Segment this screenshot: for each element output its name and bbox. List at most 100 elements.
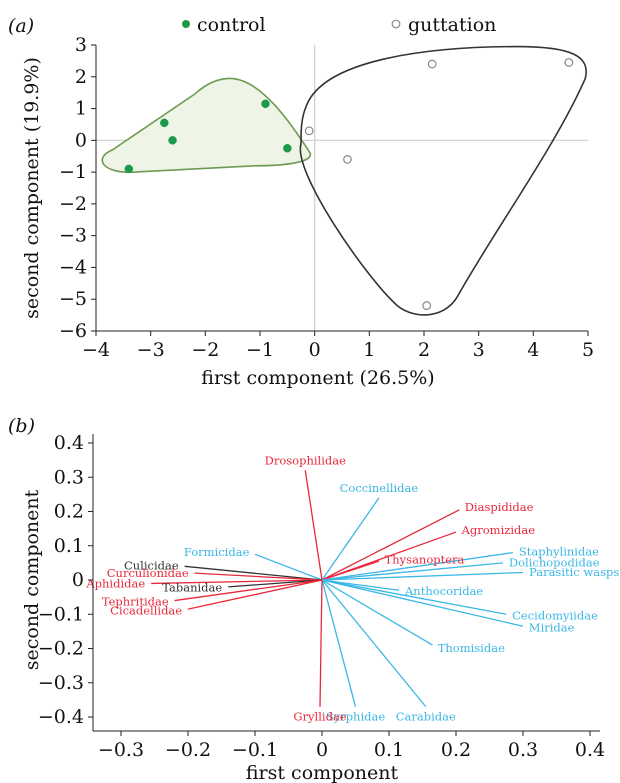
vector-coccinellidae <box>321 497 380 581</box>
vector-cicadellidae <box>187 579 323 610</box>
legend-control-marker <box>182 20 190 28</box>
legend-control-label: control <box>197 14 266 36</box>
panel-b-x-tick-label: 0.3 <box>508 739 538 761</box>
panel-b-y-tick-label: −0.3 <box>38 672 84 694</box>
panel-b-y-tick-label: 0.3 <box>54 466 84 488</box>
vector-label-parasitic-wasps: Parasitic wasps <box>529 565 619 579</box>
panel-a-y-tick-label: −1 <box>59 161 87 183</box>
panel-a-y-tick-label: 3 <box>75 34 87 56</box>
panel-a-x-tick-label: −3 <box>137 339 165 361</box>
vector-syrphidae <box>321 579 357 707</box>
vector-label-syrphidae: Syrphidae <box>326 710 386 724</box>
panel-b-vectors <box>151 470 524 708</box>
guttation-point <box>343 154 352 164</box>
panel-a-y-axis-title: second component (19.9%) <box>21 57 43 319</box>
panel-a-hulls <box>101 45 587 316</box>
panel-b-axes <box>92 434 600 732</box>
panel-b-y-tick-label: 0.1 <box>54 535 84 557</box>
panel-a: (a) control guttation −4 −3 −2 −1 0 1 2 3 4 5 3 2 1 0… <box>8 14 594 389</box>
panel-a-y-tick-label: −3 <box>59 225 87 247</box>
panel-a-y-tick-label: 2 <box>75 66 87 88</box>
vector-cecidomyiidae <box>321 579 507 615</box>
vector-label-anthocoridae: Anthocoridae <box>404 584 483 598</box>
panel-b-y-ticks: 0.4 0.3 0.2 0.1 0 −0.1 −0.2 −0.3 −0.4 <box>38 432 93 728</box>
vector-label-agromizidae: Agromizidae <box>461 523 536 537</box>
panel-b-x-tick-label: 0.2 <box>441 739 471 761</box>
vector-label-carabidae: Carabidae <box>396 710 456 724</box>
vector-carabidae <box>321 579 427 708</box>
guttation-point <box>427 59 437 69</box>
panel-a-x-tick-label: 5 <box>582 339 594 361</box>
vector-curculionidae <box>194 572 323 581</box>
vector-label-culicidae: Culicidae <box>124 559 179 573</box>
panel-a-y-tick-label: −6 <box>59 320 87 342</box>
panel-b-x-ticks: −0.3 −0.2 −0.1 0 0.1 0.2 0.3 0.4 <box>98 731 605 761</box>
control-point <box>124 164 134 174</box>
legend-guttation-label: guttation <box>408 14 496 36</box>
vector-diaspididae <box>321 509 460 581</box>
vector-aphididae <box>151 579 323 585</box>
panel-b-x-tick-label: 0 <box>316 739 328 761</box>
control-point <box>283 144 292 153</box>
panel-a-x-tick-label: 0 <box>309 339 321 361</box>
panel-a-y-tick-label: −5 <box>59 288 87 310</box>
vector-dolichopodidae <box>321 562 503 581</box>
vector-anthocoridae <box>321 579 400 591</box>
vector-label-thomisidae: Thomisidae <box>438 641 505 655</box>
vector-culicidae <box>184 565 323 581</box>
vector-tabanidae <box>228 579 323 588</box>
panel-b-x-tick-label: 0.4 <box>575 739 605 761</box>
vector-label-dolichopodidae: Dolichopodidae <box>509 555 600 569</box>
vector-parasitic-wasps <box>321 571 524 581</box>
vector-thomisidae <box>321 579 433 646</box>
panel-a-x-ticks: −4 −3 −2 −1 0 1 2 3 4 5 <box>82 331 594 361</box>
panel-b-x-axis-title: first component <box>246 762 399 783</box>
vector-miridae <box>321 579 524 627</box>
panel-b-y-tick-label: 0.4 <box>54 432 84 454</box>
panel-a-axes <box>95 45 588 332</box>
control-point <box>168 136 177 145</box>
panel-a-y-tick-label: 0 <box>75 129 87 151</box>
vector-label-tabanidae: Tabanidae <box>162 580 222 594</box>
vector-label-staphylinidae: Staphylinidae <box>519 545 599 559</box>
panel-a-legend: control guttation <box>182 14 496 36</box>
vector-drosophilidae <box>304 470 323 581</box>
panel-b-x-tick-label: −0.1 <box>232 739 278 761</box>
control-point <box>160 118 169 128</box>
panel-a-tag: (a) <box>8 15 34 37</box>
panel-b-y-axis-title: second component <box>21 489 43 670</box>
panel-b-x-tick-label: 0.1 <box>374 739 404 761</box>
vector-label-cicadellidae: Cicadellidae <box>110 603 182 617</box>
panel-b-y-tick-label: −0.4 <box>38 706 84 728</box>
panel-a-x-tick-label: 1 <box>363 339 375 361</box>
panel-b-vector-labels: Drosophilidae Coccinellidae Diaspididae Agr… <box>85 453 619 723</box>
panel-a-points <box>124 58 574 310</box>
vector-label-formicidae: Formicidae <box>184 545 250 559</box>
legend-guttation-marker <box>391 19 401 29</box>
vector-label-drosophilidae: Drosophilidae <box>265 453 346 467</box>
panel-a-x-tick-label: −2 <box>191 339 219 361</box>
control-hull <box>101 77 312 173</box>
vector-label-miridae: Miridae <box>529 621 575 635</box>
panel-b-y-tick-label: 0 <box>72 569 84 591</box>
vector-label-cecidomyiidae: Cecidomyiidae <box>512 608 598 622</box>
panel-a-x-tick-label: 4 <box>527 339 539 361</box>
vector-tephritidae <box>174 579 323 602</box>
vector-formicidae <box>254 553 323 581</box>
panel-b: (b) Drosophilidae Coccinellidae Diaspidida… <box>8 415 619 783</box>
vector-label-curculionidae: Curculionidae <box>107 566 189 580</box>
vector-label-thysanoptera: Thysanoptera <box>385 552 465 566</box>
panel-a-x-tick-label: −4 <box>82 339 110 361</box>
panel-b-x-tick-label: −0.2 <box>165 739 211 761</box>
vector-gryllidae <box>319 579 323 707</box>
guttation-point <box>422 301 432 310</box>
panel-a-x-axis-title: first component (26.5%) <box>201 367 434 389</box>
panel-a-y-tick-label: −2 <box>59 193 87 215</box>
guttation-point <box>564 58 574 67</box>
control-point <box>261 99 270 109</box>
guttation-point <box>304 126 314 136</box>
panel-a-x-tick-label: −1 <box>246 339 274 361</box>
panel-a-y-ticks: 3 2 1 0 −1 −2 −3 −4 −5 −6 <box>59 34 96 342</box>
vector-label-aphididae: Aphididae <box>85 577 145 591</box>
